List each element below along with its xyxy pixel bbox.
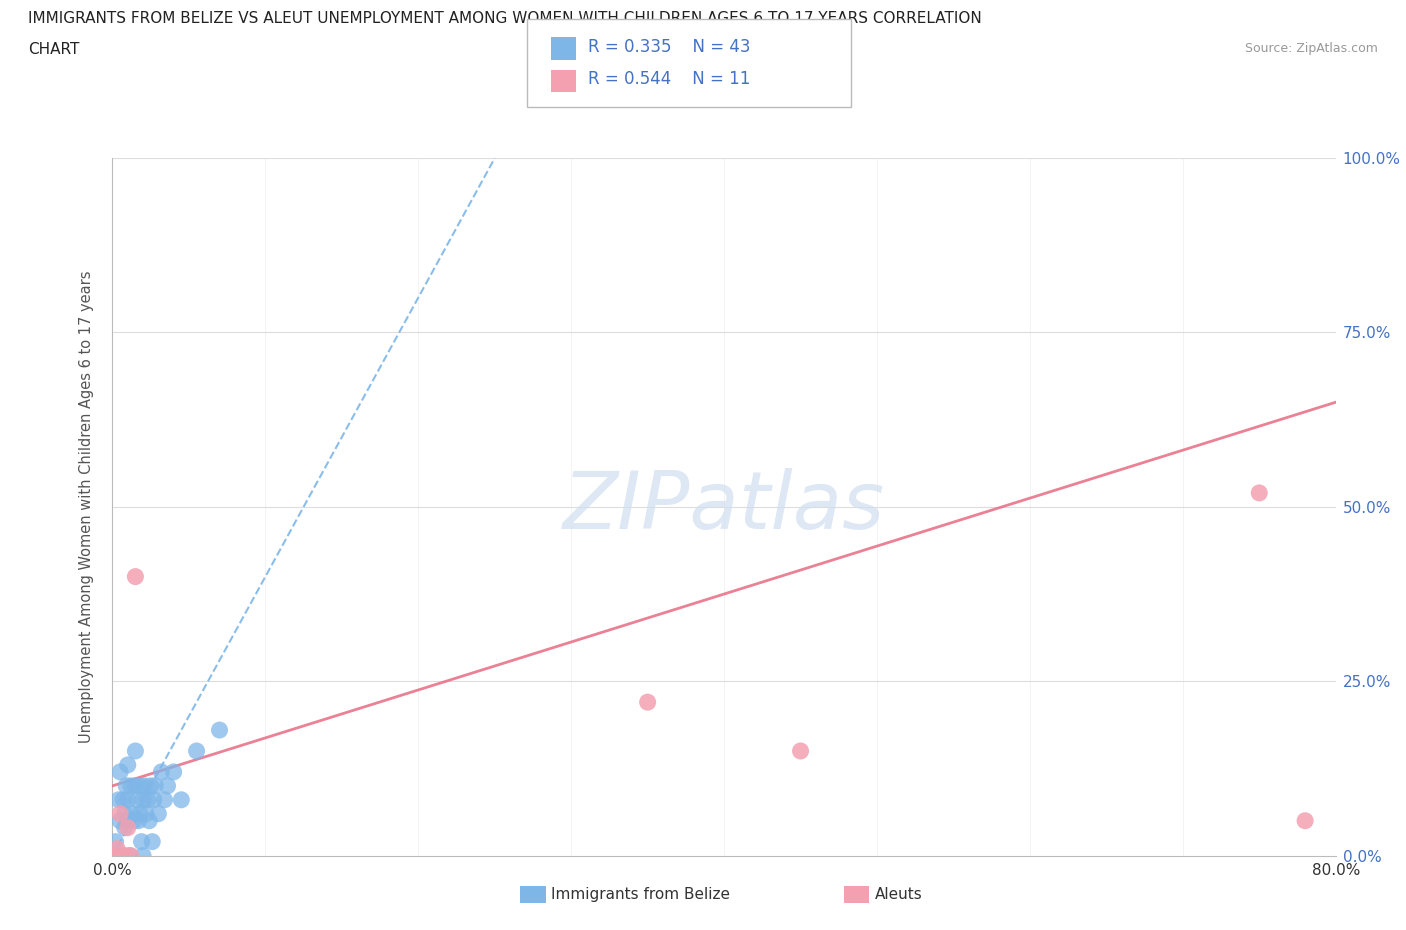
Point bbox=[125, 792, 148, 807]
Point bbox=[637, 695, 659, 710]
Point bbox=[104, 834, 127, 849]
Point bbox=[131, 834, 153, 849]
Point bbox=[117, 757, 139, 772]
Text: Aleuts: Aleuts bbox=[875, 887, 922, 902]
Point bbox=[115, 778, 138, 793]
Point bbox=[108, 764, 131, 779]
Point bbox=[141, 834, 163, 849]
Point bbox=[142, 792, 165, 807]
Text: Immigrants from Belize: Immigrants from Belize bbox=[551, 887, 730, 902]
Point bbox=[163, 764, 186, 779]
Point bbox=[135, 806, 157, 821]
Point bbox=[148, 806, 170, 821]
Y-axis label: Unemployment Among Women with Children Ages 6 to 17 years: Unemployment Among Women with Children A… bbox=[79, 271, 94, 743]
Point bbox=[120, 778, 142, 793]
Point bbox=[117, 813, 139, 829]
Point bbox=[114, 848, 136, 863]
Point bbox=[208, 723, 231, 737]
Point bbox=[1249, 485, 1271, 500]
Point bbox=[124, 744, 146, 759]
Point bbox=[156, 778, 179, 793]
Point bbox=[101, 848, 124, 863]
Point bbox=[186, 744, 208, 759]
Point bbox=[124, 778, 146, 793]
Point bbox=[124, 569, 146, 584]
Point bbox=[114, 820, 136, 835]
Point bbox=[112, 792, 135, 807]
Point bbox=[789, 744, 811, 759]
Point bbox=[132, 792, 155, 807]
Point bbox=[170, 792, 193, 807]
Point bbox=[138, 813, 160, 829]
Text: ZIPatlas: ZIPatlas bbox=[562, 468, 886, 546]
Point bbox=[105, 848, 128, 863]
Point bbox=[129, 778, 152, 793]
Point bbox=[121, 806, 143, 821]
Text: Source: ZipAtlas.com: Source: ZipAtlas.com bbox=[1244, 42, 1378, 55]
Text: CHART: CHART bbox=[28, 42, 80, 57]
Point bbox=[132, 848, 155, 863]
Point bbox=[150, 764, 173, 779]
Point bbox=[105, 842, 128, 856]
Point bbox=[101, 848, 124, 863]
Point bbox=[136, 792, 159, 807]
Point bbox=[153, 792, 176, 807]
Point bbox=[108, 813, 131, 829]
Point bbox=[107, 792, 129, 807]
Point bbox=[114, 806, 136, 821]
Point bbox=[143, 778, 166, 793]
Point bbox=[111, 848, 134, 863]
Point bbox=[118, 848, 141, 863]
Point bbox=[134, 778, 156, 793]
Point bbox=[120, 848, 142, 863]
Point bbox=[139, 778, 162, 793]
Text: IMMIGRANTS FROM BELIZE VS ALEUT UNEMPLOYMENT AMONG WOMEN WITH CHILDREN AGES 6 TO: IMMIGRANTS FROM BELIZE VS ALEUT UNEMPLOY… bbox=[28, 11, 981, 26]
Point bbox=[117, 820, 139, 835]
Point bbox=[122, 813, 145, 829]
Text: R = 0.335    N = 43: R = 0.335 N = 43 bbox=[588, 37, 751, 56]
Point bbox=[117, 792, 139, 807]
Point bbox=[108, 806, 131, 821]
Point bbox=[129, 806, 152, 821]
Point bbox=[1294, 813, 1316, 829]
Text: R = 0.544    N = 11: R = 0.544 N = 11 bbox=[588, 70, 749, 88]
Point bbox=[127, 813, 149, 829]
